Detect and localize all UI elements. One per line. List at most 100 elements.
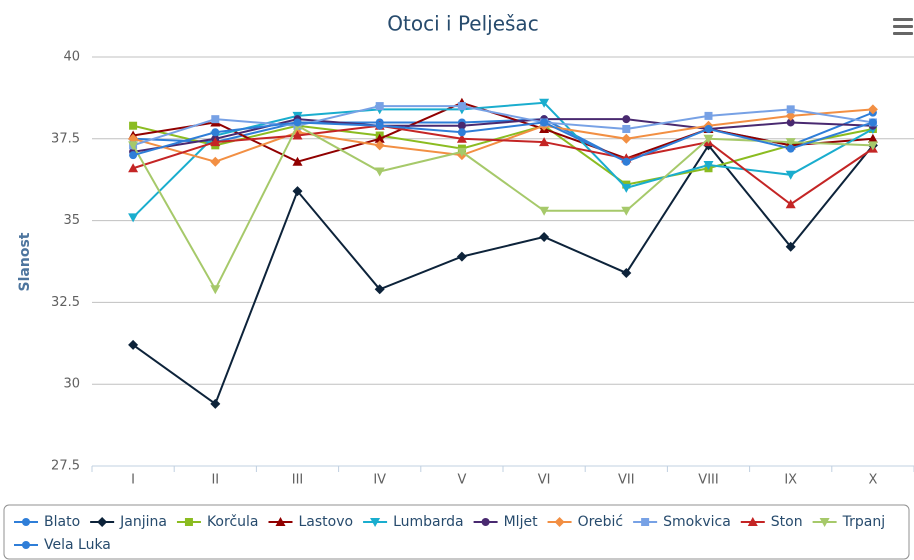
legend-label: Orebić bbox=[578, 514, 624, 530]
point bbox=[457, 121, 466, 130]
point bbox=[622, 124, 631, 133]
line bbox=[132, 105, 874, 147]
legend-item[interactable]: Janjina bbox=[90, 514, 167, 530]
point bbox=[210, 398, 221, 409]
point bbox=[867, 104, 878, 115]
series bbox=[128, 98, 878, 223]
legend-symbol bbox=[97, 517, 108, 527]
legend-symbol bbox=[819, 518, 830, 527]
point bbox=[786, 105, 795, 114]
line bbox=[132, 118, 873, 153]
y-tick-label: 27.5 bbox=[51, 459, 80, 474]
legend-item[interactable]: Trpanj bbox=[812, 514, 885, 530]
point bbox=[539, 206, 550, 216]
legend-label: Lastovo bbox=[299, 514, 354, 530]
series bbox=[129, 118, 877, 166]
point bbox=[210, 285, 221, 295]
legend-item[interactable]: Blato bbox=[14, 514, 80, 530]
point bbox=[128, 163, 139, 173]
y-tick-label: 35 bbox=[63, 213, 80, 228]
point bbox=[457, 102, 466, 111]
point bbox=[456, 147, 467, 157]
legend-label: Korčula bbox=[207, 514, 259, 530]
legend-symbol bbox=[481, 518, 490, 526]
y-axis-title: Slanost bbox=[17, 232, 33, 291]
legend-symbol bbox=[275, 517, 286, 526]
legend-symbol bbox=[554, 517, 565, 527]
legend-symbol bbox=[641, 518, 650, 526]
x-tick-label: X bbox=[868, 473, 877, 488]
point bbox=[456, 251, 467, 262]
point bbox=[456, 133, 467, 143]
x-tick-label: II bbox=[211, 473, 219, 488]
chart-title: Otoci i Pelješac bbox=[387, 12, 538, 36]
x-tick-label: IV bbox=[373, 473, 386, 488]
legend-label: Smokvica bbox=[663, 514, 731, 530]
point bbox=[622, 115, 631, 124]
x-tick-label: IX bbox=[784, 473, 797, 488]
point bbox=[211, 115, 220, 124]
line bbox=[132, 124, 874, 186]
legend-item[interactable]: Vela Luka bbox=[14, 537, 111, 553]
point bbox=[540, 118, 549, 127]
line bbox=[132, 101, 874, 219]
legend-label: Vela Luka bbox=[44, 537, 111, 553]
legend-label: Lumbarda bbox=[393, 514, 464, 530]
legend-label: Mljet bbox=[504, 514, 538, 530]
point bbox=[375, 121, 384, 130]
legend-symbol bbox=[184, 518, 193, 526]
menu-button[interactable] bbox=[893, 18, 913, 35]
y-tick-label: 30 bbox=[63, 377, 80, 392]
legend-item[interactable]: Orebić bbox=[547, 514, 624, 530]
point bbox=[129, 151, 138, 160]
legend-item[interactable]: Mljet bbox=[473, 514, 538, 530]
point bbox=[293, 118, 302, 127]
point bbox=[539, 137, 550, 147]
legend-item[interactable]: Korčula bbox=[176, 514, 259, 530]
point bbox=[128, 133, 139, 144]
legend-item[interactable]: Lumbarda bbox=[363, 514, 464, 530]
line bbox=[132, 143, 874, 406]
point bbox=[785, 138, 796, 148]
x-tick-label: V bbox=[457, 473, 466, 488]
x-tick-label: VIII bbox=[698, 473, 718, 488]
point bbox=[785, 170, 796, 180]
point bbox=[704, 124, 713, 133]
y-tick-label: 40 bbox=[63, 50, 80, 65]
point bbox=[785, 241, 796, 252]
point bbox=[621, 267, 632, 278]
point bbox=[292, 156, 303, 166]
line bbox=[132, 124, 874, 206]
point bbox=[622, 157, 631, 166]
line bbox=[132, 101, 873, 163]
point bbox=[210, 137, 221, 147]
point bbox=[374, 167, 385, 177]
point bbox=[292, 186, 303, 197]
y-tick-label: 37.5 bbox=[51, 131, 80, 146]
point bbox=[210, 156, 221, 167]
legend-item[interactable]: Lastovo bbox=[268, 514, 354, 530]
point bbox=[868, 118, 877, 127]
point bbox=[785, 199, 796, 209]
legend-label: Trpanj bbox=[842, 514, 885, 530]
point bbox=[211, 128, 220, 137]
x-tick-label: VII bbox=[618, 473, 635, 488]
legend-symbol bbox=[22, 518, 30, 526]
x-tick-label: III bbox=[292, 473, 304, 488]
point bbox=[374, 140, 385, 151]
point bbox=[621, 133, 632, 144]
point bbox=[703, 134, 714, 144]
point bbox=[539, 231, 550, 242]
line bbox=[132, 121, 874, 163]
legend-symbol bbox=[747, 517, 758, 526]
legend-label: Janjina bbox=[119, 514, 167, 530]
legend-item[interactable]: Smokvica bbox=[633, 514, 731, 530]
legend-box bbox=[3, 504, 910, 560]
point bbox=[128, 213, 139, 223]
point bbox=[457, 128, 466, 137]
point bbox=[374, 133, 385, 143]
point bbox=[621, 206, 632, 216]
point bbox=[867, 133, 878, 143]
legend-item[interactable]: Ston bbox=[740, 514, 803, 530]
point bbox=[539, 98, 550, 108]
